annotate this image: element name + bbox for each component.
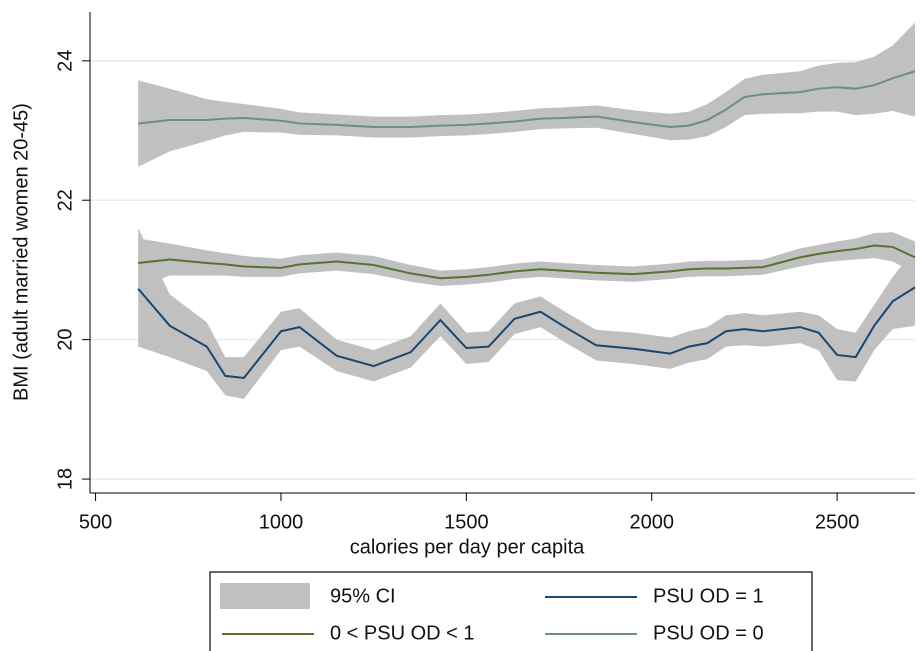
x-axis-label: calories per day per capita	[350, 536, 585, 558]
y-tick-label: 18	[54, 468, 76, 490]
legend-label: PSU OD = 1	[653, 585, 764, 607]
ci-band	[138, 228, 915, 399]
x-tick-label: 1000	[259, 511, 304, 533]
legend-label: 95% CI	[330, 585, 396, 607]
y-tick-label: 20	[54, 329, 76, 351]
x-tick-label: 2000	[629, 511, 674, 533]
legend-label: 0 < PSU OD < 1	[330, 622, 475, 644]
ci-band	[138, 232, 915, 288]
series-line	[138, 70, 916, 129]
x-tick-label: 1500	[444, 511, 489, 533]
legend-ci-swatch	[220, 583, 310, 609]
ci-band	[138, 22, 915, 167]
series-line	[137, 286, 916, 380]
x-tick-label: 2500	[815, 511, 860, 533]
legend-box	[209, 571, 813, 651]
x-tick-label: 500	[79, 511, 112, 533]
y-tick-label: 22	[54, 189, 76, 211]
y-tick-label: 24	[54, 50, 76, 72]
y-axis-label: BMI (adult married women 20-45)	[10, 103, 32, 401]
legend-label: PSU OD = 0	[653, 622, 764, 644]
series-line	[138, 244, 916, 280]
